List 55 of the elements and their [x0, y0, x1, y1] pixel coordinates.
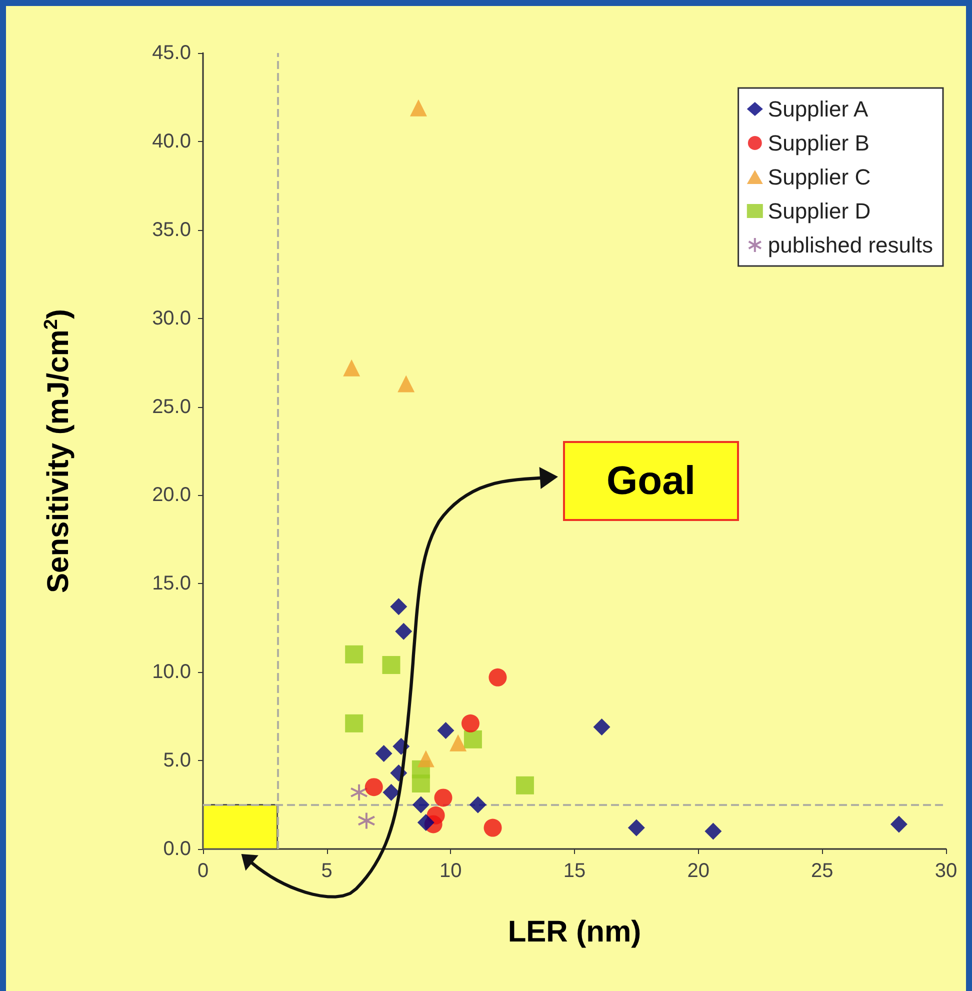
point — [462, 714, 480, 732]
point — [382, 656, 400, 674]
x-axis-title: LER (nm) — [508, 916, 642, 948]
point — [450, 734, 467, 752]
y-tick-label: 35.0 — [152, 218, 191, 241]
x-tick-label: 0 — [197, 860, 209, 882]
point — [345, 645, 364, 664]
legend-label: published results — [768, 232, 934, 258]
x-tick-label: 25 — [811, 860, 834, 882]
point — [357, 812, 376, 830]
point — [364, 778, 383, 796]
point — [437, 722, 454, 739]
y-axis-title: Sensitivity (mJ/cm2) — [41, 309, 75, 593]
y-tick-label: 20.0 — [152, 484, 191, 506]
y-tick-label: 40.0 — [152, 130, 191, 152]
y-tick-label: 10.0 — [152, 661, 191, 684]
point — [488, 668, 507, 686]
point — [434, 788, 452, 807]
y-tick-label: 5.0 — [163, 750, 191, 772]
point — [412, 774, 430, 793]
point — [890, 816, 908, 833]
y-tick-label: 30.0 — [152, 307, 191, 330]
point — [516, 776, 534, 794]
point — [395, 622, 412, 640]
point — [375, 744, 392, 762]
y-tick-label: 25.0 — [152, 396, 191, 418]
point — [417, 750, 434, 768]
point — [350, 783, 368, 802]
x-tick-label: 5 — [321, 860, 332, 882]
point — [412, 796, 430, 814]
point — [390, 598, 408, 616]
legend-label: Supplier B — [768, 130, 870, 156]
point — [484, 818, 502, 837]
point — [382, 784, 400, 801]
point — [469, 796, 486, 814]
point — [704, 822, 722, 840]
legend-label: Supplier C — [768, 164, 871, 190]
x-tick-label: 20 — [687, 860, 710, 882]
y-tick-label: 45.0 — [152, 42, 191, 64]
point — [398, 375, 415, 392]
point — [593, 718, 610, 736]
legend-label: Supplier A — [768, 96, 869, 122]
point — [410, 99, 427, 116]
y-tick-label: 15.0 — [152, 572, 191, 595]
point — [417, 814, 434, 831]
annotation: Goal — [563, 441, 739, 521]
point — [343, 359, 360, 376]
x-tick-label: 15 — [563, 860, 586, 882]
point — [464, 730, 482, 748]
x-tick-label: 10 — [440, 860, 462, 882]
y-tick-label: 0.0 — [163, 838, 191, 860]
legend-label: Supplier D — [768, 198, 871, 224]
point — [345, 714, 364, 732]
x-tick-label: 30 — [934, 860, 958, 882]
point — [628, 819, 645, 836]
